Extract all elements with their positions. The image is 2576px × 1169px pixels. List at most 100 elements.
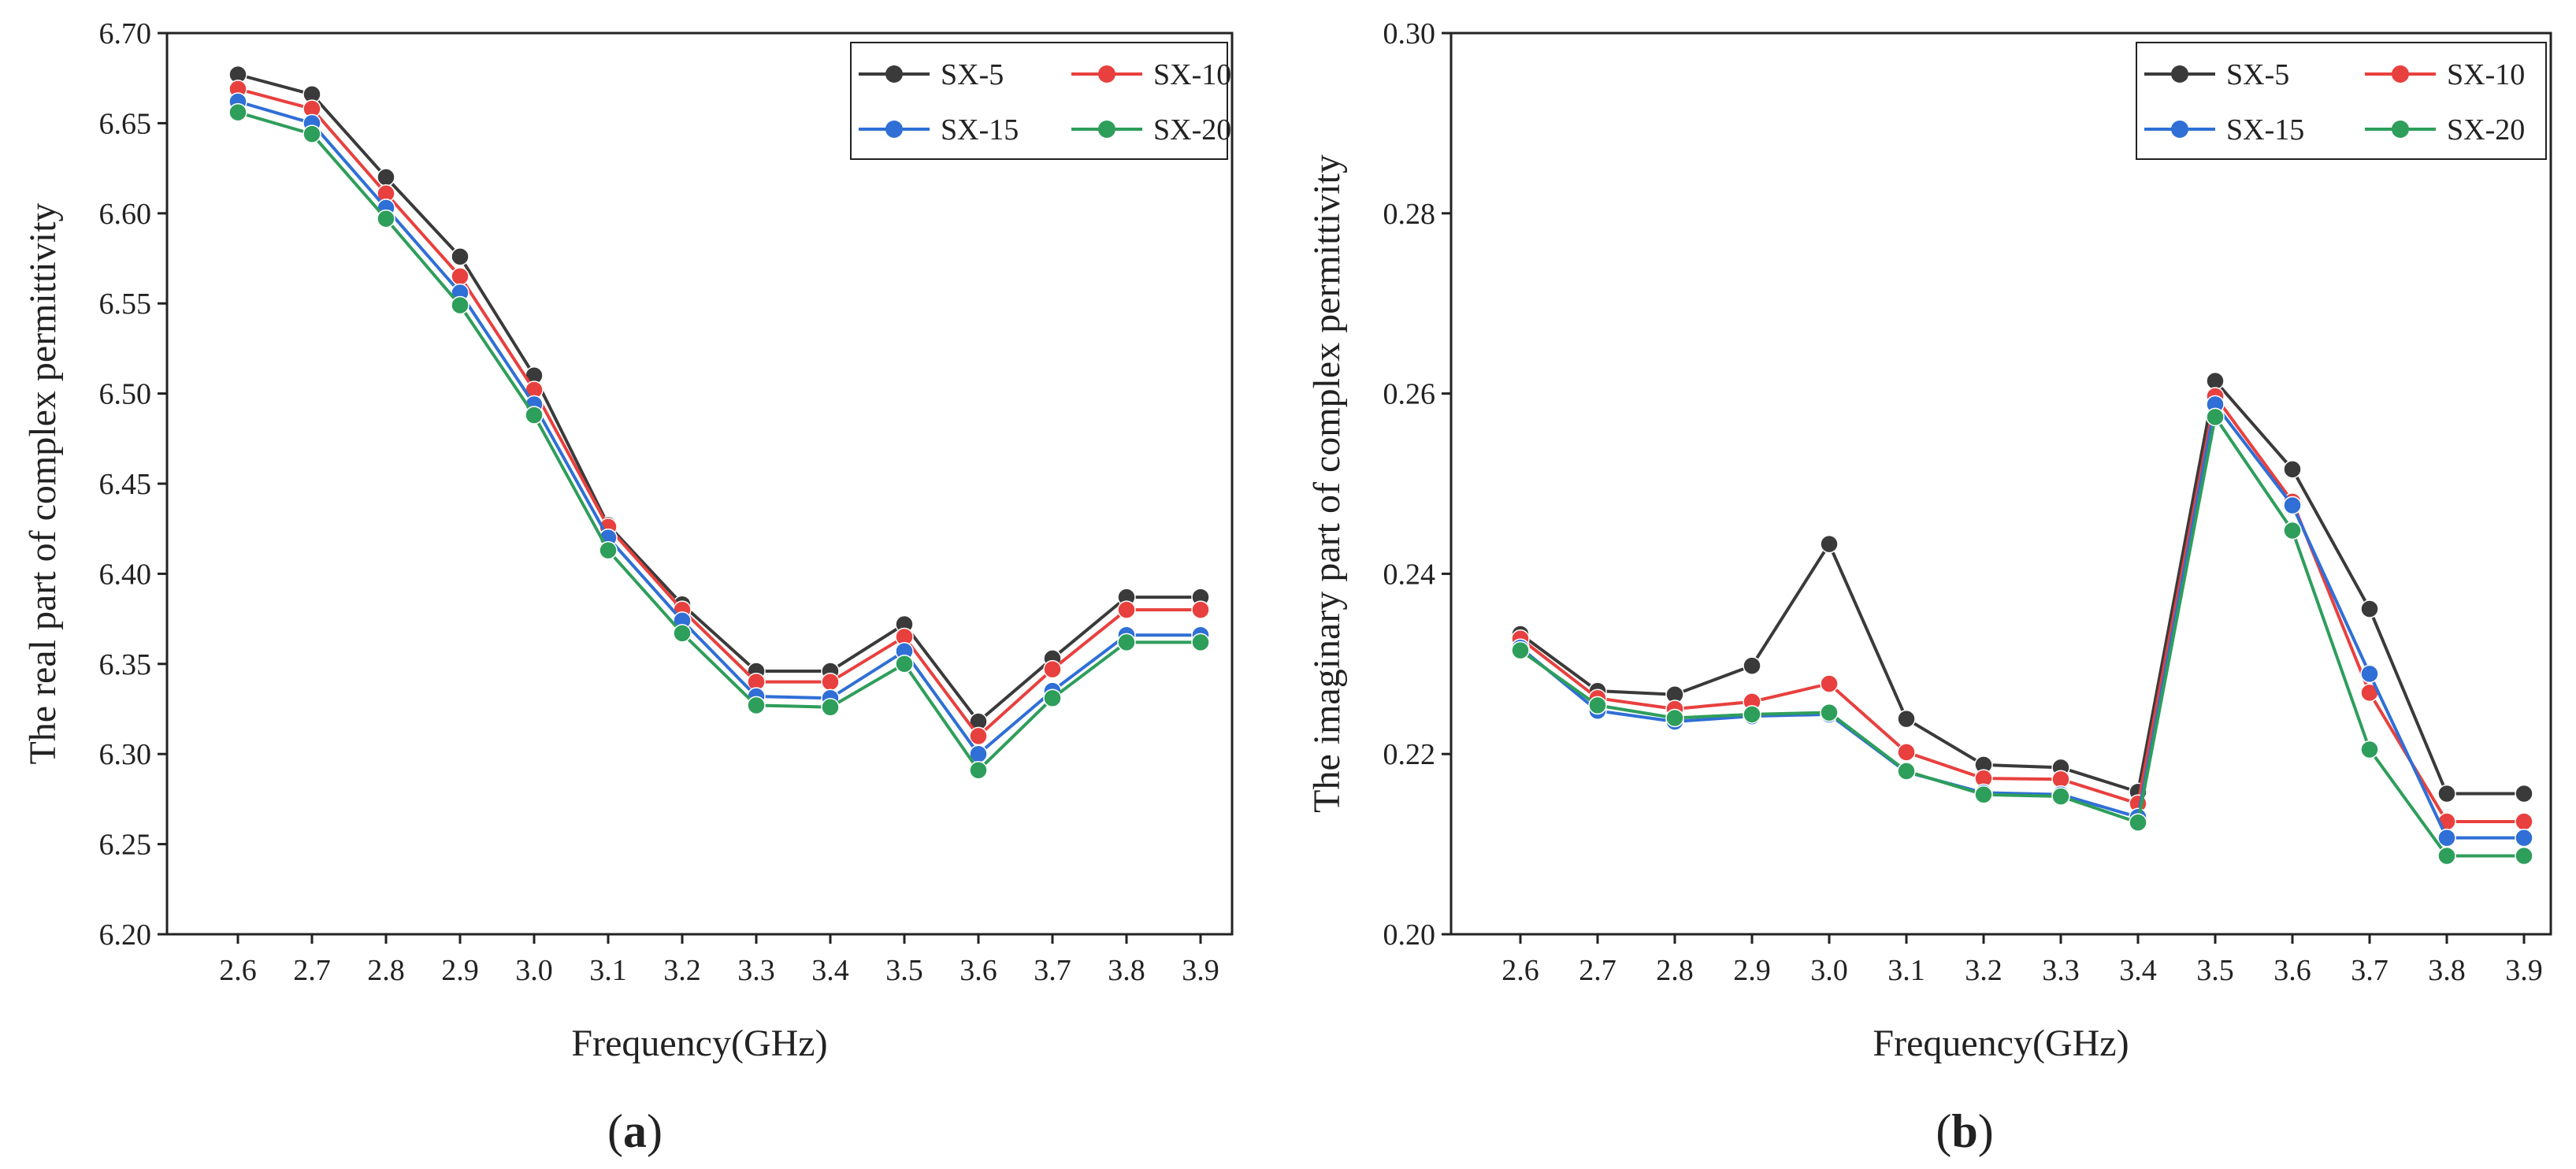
panel-a-point-sx-10 xyxy=(1117,600,1136,619)
panel-a-y-tick-label: 6.40 xyxy=(99,558,152,591)
panel-a-chart: 6.20 6.25 6.30 6.35 6.40 6.45 6.50 6.55 6.60 6.65… xyxy=(22,17,1234,1157)
panel-a-y-tick-label: 6.45 xyxy=(99,468,152,501)
panel-a-legend-label-sx-15: SX-15 xyxy=(941,113,1019,147)
panel-b-line-sx-15 xyxy=(1519,400,2524,840)
panel-b-point-sx-5 xyxy=(2515,784,2533,803)
panel-b-line-sx-20 xyxy=(1519,413,2524,858)
panel-a-point-sx-20 xyxy=(969,761,988,780)
panel-b-point-sx-15 xyxy=(2515,828,2533,848)
panel-a-point-sx-20 xyxy=(599,540,618,560)
panel-b-point-sx-15 xyxy=(2437,828,2456,848)
panel-a-y-tick-label: 6.35 xyxy=(99,648,152,681)
panel-b-legend-label-sx-5: SX-5 xyxy=(2226,58,2289,91)
panel-a-y-tick-label: 6.50 xyxy=(99,378,152,411)
panel-a-x-tick-label: 3.7 xyxy=(1034,954,1071,987)
panel-b-point-sx-10 xyxy=(1897,743,1916,762)
panel-b-y-tick-label: 0.30 xyxy=(1383,17,1436,50)
panel-a-y-tick-label: 6.20 xyxy=(99,918,152,952)
panel-b-point-sx-20 xyxy=(1665,708,1684,728)
panel-b-legend: SX-5 SX-10 SX-15 SX-20 xyxy=(2136,42,2547,160)
panel-b-legend-marker-sx-15 xyxy=(2171,121,2188,138)
panel-a-point-sx-20 xyxy=(377,209,395,228)
panel-b-point-sx-20 xyxy=(2051,787,2070,806)
panel-b-point-sx-20 xyxy=(1897,762,1916,781)
panel-b-x-tick-label: 3.0 xyxy=(1810,954,1848,987)
panel-a-point-sx-20 xyxy=(451,295,470,315)
panel-b-point-sx-20 xyxy=(2437,846,2456,866)
panel-a-y-tick-label: 6.60 xyxy=(99,198,152,231)
panel-b-point-sx-5 xyxy=(2360,599,2379,618)
panel-a-point-sx-5 xyxy=(451,247,470,266)
panel-b-point-sx-5 xyxy=(2283,459,2302,479)
panel-b-series-group xyxy=(1511,371,2533,866)
panel-a-point-sx-20 xyxy=(525,406,544,425)
panel-b-x-axis-title: Frequency(GHz) xyxy=(1873,1022,2129,1064)
panel-b-legend-marker-sx-10 xyxy=(2392,65,2409,83)
panel-b-x-tick-label: 3.2 xyxy=(1965,954,2003,987)
panel-a-legend-label-sx-5: SX-5 xyxy=(941,58,1004,91)
panel-a-x-tick-label: 3.0 xyxy=(515,954,553,987)
panel-a-legend-label-sx-20: SX-20 xyxy=(1153,113,1231,147)
panel-b-y-tick-label: 0.28 xyxy=(1383,198,1436,231)
panel-a-x-tick-label: 3.4 xyxy=(811,954,849,987)
panel-a-caption-letter: a xyxy=(623,1105,647,1157)
panel-a-point-sx-20 xyxy=(747,696,766,715)
panel-a-x-tick-label: 3.8 xyxy=(1108,954,1145,987)
panel-b-legend-box xyxy=(2136,42,2547,160)
panel-b-point-sx-5 xyxy=(1897,709,1916,729)
panel-a-x-tick-label: 2.8 xyxy=(367,954,405,987)
panel-b-x-tick-label: 3.5 xyxy=(2196,954,2234,987)
panel-a-point-sx-10 xyxy=(969,726,988,746)
panel-a-x-tick-label: 2.9 xyxy=(441,954,479,987)
panel-a-point-sx-20 xyxy=(673,624,692,643)
panel-a-x-tick-label: 2.7 xyxy=(293,954,331,987)
panel-b-point-sx-10 xyxy=(2515,812,2533,831)
panel-b-point-sx-5 xyxy=(1743,656,1761,675)
panel-b-point-sx-20 xyxy=(2283,521,2302,540)
panel-b-x-tick-label: 2.9 xyxy=(1733,954,1771,987)
panel-b-point-sx-20 xyxy=(2515,846,2533,866)
panel-b-y-axis-title: The imaginary part of complex permittivi… xyxy=(1306,154,1348,813)
panel-a-line-sx-15 xyxy=(237,100,1201,757)
panel-a-point-sx-10 xyxy=(821,672,840,692)
panel-a-point-sx-20 xyxy=(1117,633,1136,652)
panel-b-y-axis: 0.20 0.22 0.24 0.26 0.28 0.30 xyxy=(1383,17,1451,952)
panel-b-legend-label-sx-15: SX-15 xyxy=(2226,113,2304,147)
panel-b-legend-marker-sx-20 xyxy=(2392,121,2409,138)
panel-b-y-tick-label: 0.26 xyxy=(1383,378,1436,411)
panel-a-plot-frame xyxy=(165,32,1234,936)
panel-b-chart: 0.20 0.22 0.24 0.26 0.28 0.30 2.6 2.7 2.8 2.9 3.0… xyxy=(1306,17,2552,1157)
panel-a-x-tick-label: 3.6 xyxy=(960,954,997,987)
panel-b-x-tick-label: 2.7 xyxy=(1579,954,1616,987)
panel-a-point-sx-5 xyxy=(377,168,395,187)
panel-b-x-tick-label: 3.4 xyxy=(2119,954,2157,987)
panel-a-x-tick-label: 3.9 xyxy=(1182,954,1219,987)
panel-b-point-sx-10 xyxy=(1820,674,1839,693)
panel-b-x-tick-label: 3.8 xyxy=(2428,954,2466,987)
panel-b-point-sx-20 xyxy=(2129,813,2147,832)
panel-a-y-tick-label: 6.25 xyxy=(99,829,152,862)
panel-b-y-tick-label: 0.22 xyxy=(1383,738,1436,771)
panel-a-y-axis-title: The real part of complex permittivity xyxy=(22,202,64,764)
panel-a-legend-box xyxy=(850,42,1228,160)
panel-a-legend-label-sx-10: SX-10 xyxy=(1153,58,1231,91)
panel-b-point-sx-15 xyxy=(2283,495,2302,515)
panel-a-x-axis: 2.6 2.7 2.8 2.9 3.0 3.1 3.2 3.3 3.4 3.5 3.6 3.7 3.8 3… xyxy=(219,934,1219,987)
panel-a-point-sx-10 xyxy=(1043,659,1062,679)
panel-a-line-sx-10 xyxy=(237,87,1201,739)
panel-b-point-sx-20 xyxy=(2206,407,2225,427)
panel-a-x-tick-label: 3.2 xyxy=(663,954,701,987)
panel-b-point-sx-20 xyxy=(1743,705,1761,724)
panel-a-legend-marker-sx-15 xyxy=(885,121,903,138)
panel-b-point-sx-20 xyxy=(1511,640,1530,660)
panel-a-x-tick-label: 3.1 xyxy=(589,954,627,987)
panel-b-caption: (b) xyxy=(1936,1105,1993,1157)
panel-b-point-sx-20 xyxy=(1588,696,1607,715)
panel-a-x-tick-label: 2.6 xyxy=(219,954,257,987)
panel-b-x-axis: 2.6 2.7 2.8 2.9 3.0 3.1 3.2 3.3 3.4 3.5 3.6 3.7 3.8 3… xyxy=(1501,934,2543,987)
panel-b-point-sx-5 xyxy=(1820,534,1839,554)
panel-a-legend-marker-sx-5 xyxy=(885,65,903,83)
panel-b-line-sx-5 xyxy=(1519,377,2524,796)
panel-b-y-tick-label: 0.24 xyxy=(1383,558,1436,591)
panel-a-y-tick-label: 6.70 xyxy=(99,17,152,50)
